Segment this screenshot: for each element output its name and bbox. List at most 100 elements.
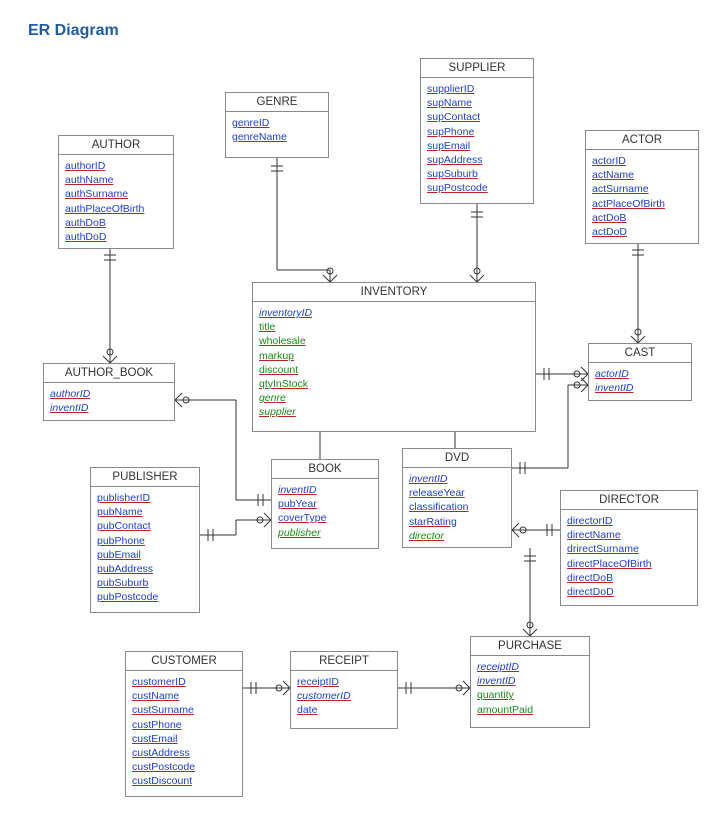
attr-author_book-1: inventID: [50, 401, 168, 415]
entity-title-actor: ACTOR: [586, 131, 698, 150]
attr-supplier-2: supContact: [427, 110, 527, 124]
entity-body-author: authorIDauthNameauthSurnameauthPlaceOfBi…: [59, 155, 173, 248]
attr-supplier-4: supEmail: [427, 139, 527, 153]
attr-purchase-2: quantity: [477, 688, 583, 702]
entity-body-supplier: supplierIDsupNamesupContactsupPhonesupEm…: [421, 78, 533, 199]
entity-body-director: directorIDdirectNamedrirectSurnamedirect…: [561, 510, 697, 603]
attr-genre-0: genreID: [232, 116, 322, 130]
attr-customer-0: customerID: [132, 675, 236, 689]
attr-actor-4: actDoB: [592, 211, 692, 225]
entity-author: AUTHORauthorIDauthNameauthSurnameauthPla…: [58, 135, 174, 249]
entity-body-actor: actorIDactNameactSurnameactPlaceOfBirtha…: [586, 150, 698, 243]
attr-purchase-1: inventID: [477, 674, 583, 688]
entity-publisher: PUBLISHERpublisherIDpubNamepubContactpub…: [90, 467, 200, 613]
attr-author_book-0: authorID: [50, 387, 168, 401]
attr-customer-7: custDiscount: [132, 774, 236, 788]
entity-title-supplier: SUPPLIER: [421, 59, 533, 78]
entity-actor: ACTORactorIDactNameactSurnameactPlaceOfB…: [585, 130, 699, 244]
entity-body-author_book: authorIDinventID: [44, 383, 174, 419]
entity-receipt: RECEIPTreceiptIDcustomerIDdate: [290, 651, 398, 729]
attr-author-5: authDoD: [65, 230, 167, 244]
entity-body-publisher: publisherIDpubNamepubContactpubPhonepubE…: [91, 487, 199, 608]
attr-supplier-5: supAddress: [427, 153, 527, 167]
attr-customer-3: custPhone: [132, 718, 236, 732]
attr-genre-1: genreName: [232, 130, 322, 144]
attr-customer-5: custAddress: [132, 746, 236, 760]
entity-title-receipt: RECEIPT: [291, 652, 397, 671]
attr-book-1: pubYear: [278, 497, 372, 511]
attr-author-0: authorID: [65, 159, 167, 173]
entity-inventory: INVENTORYinventoryIDtitlewholesalemarkup…: [252, 282, 536, 432]
entity-body-customer: customerIDcustNamecustSurnamecustPhonecu…: [126, 671, 242, 792]
attr-customer-4: custEmail: [132, 732, 236, 746]
attr-cast-0: actorID: [595, 367, 685, 381]
entity-book: BOOKinventIDpubYearcoverTypepublisher: [271, 459, 379, 549]
entity-supplier: SUPPLIERsupplierIDsupNamesupContactsupPh…: [420, 58, 534, 204]
entity-body-genre: genreIDgenreName: [226, 112, 328, 148]
attr-inventory-7: supplier: [259, 405, 529, 419]
attr-book-3: publisher: [278, 526, 372, 540]
entity-body-book: inventIDpubYearcoverTypepublisher: [272, 479, 378, 544]
attr-inventory-0: inventoryID: [259, 306, 529, 320]
attr-supplier-0: supplierID: [427, 82, 527, 96]
entity-dvd: DVD inventIDreleaseYearclassificationstar…: [402, 448, 512, 548]
entity-title-author_book: AUTHOR_BOOK: [44, 364, 174, 383]
entity-purchase: PURCHASEreceiptIDinventIDquantityamountP…: [470, 636, 590, 728]
entity-title-publisher: PUBLISHER: [91, 468, 199, 487]
entity-title-cast: CAST: [589, 344, 691, 363]
attr-director-2: drirectSurname: [567, 542, 691, 556]
entity-title-customer: CUSTOMER: [126, 652, 242, 671]
entity-title-director: DIRECTOR: [561, 491, 697, 510]
attr-customer-1: custName: [132, 689, 236, 703]
attr-director-3: directPlaceOfBirth: [567, 557, 691, 571]
attr-author-3: authPlaceOfBirth: [65, 202, 167, 216]
entity-director: DIRECTORdirectorIDdirectNamedrirectSurna…: [560, 490, 698, 606]
attr-book-0: inventID: [278, 483, 372, 497]
attr-author-2: authSurname: [65, 187, 167, 201]
attr-dvd-1: releaseYear: [409, 486, 505, 500]
attr-actor-0: actorID: [592, 154, 692, 168]
attr-inventory-6: genre: [259, 391, 529, 405]
attr-dvd-4: director: [409, 529, 505, 543]
entity-body-receipt: receiptIDcustomerIDdate: [291, 671, 397, 722]
entity-cast: CASTactorIDinventID: [588, 343, 692, 401]
attr-purchase-0: receiptID: [477, 660, 583, 674]
entity-title-genre: GENRE: [226, 93, 328, 112]
page-title: ER Diagram: [28, 22, 119, 40]
attr-cast-1: inventID: [595, 381, 685, 395]
attr-director-0: directorID: [567, 514, 691, 528]
attr-dvd-2: classification: [409, 500, 505, 514]
attr-customer-2: custSurname: [132, 703, 236, 717]
attr-customer-6: custPostcode: [132, 760, 236, 774]
entity-title-book: BOOK: [272, 460, 378, 479]
attr-receipt-2: date: [297, 703, 391, 717]
attr-director-4: directDoB: [567, 571, 691, 585]
attr-director-5: directDoD: [567, 585, 691, 599]
attr-dvd-0: inventID: [409, 472, 505, 486]
attr-dvd-3: starRating: [409, 515, 505, 529]
attr-actor-2: actSurname: [592, 182, 692, 196]
attr-receipt-1: customerID: [297, 689, 391, 703]
entity-body-inventory: inventoryIDtitlewholesalemarkupdiscountq…: [253, 302, 535, 423]
attr-publisher-1: pubName: [97, 505, 193, 519]
attr-purchase-3: amountPaid: [477, 703, 583, 717]
attr-author-1: authName: [65, 173, 167, 187]
entity-title-inventory: INVENTORY: [253, 283, 535, 302]
entity-author_book: AUTHOR_BOOKauthorIDinventID: [43, 363, 175, 421]
attr-receipt-0: receiptID: [297, 675, 391, 689]
attr-inventory-1: title: [259, 320, 529, 334]
attr-publisher-6: pubSuburb: [97, 576, 193, 590]
attr-publisher-5: pubAddress: [97, 562, 193, 576]
entity-body-purchase: receiptIDinventIDquantityamountPaid: [471, 656, 589, 721]
attr-publisher-3: pubPhone: [97, 534, 193, 548]
entity-body-cast: actorIDinventID: [589, 363, 691, 399]
attr-author-4: authDoB: [65, 216, 167, 230]
attr-actor-5: actDoD: [592, 225, 692, 239]
attr-supplier-6: supSuburb: [427, 167, 527, 181]
entity-customer: CUSTOMERcustomerIDcustNamecustSurnamecus…: [125, 651, 243, 797]
entity-title-dvd: DVD: [403, 449, 511, 468]
entity-genre: GENREgenreIDgenreName: [225, 92, 329, 158]
attr-inventory-5: qtyInStock: [259, 377, 529, 391]
entity-title-author: AUTHOR: [59, 136, 173, 155]
attr-publisher-0: publisherID: [97, 491, 193, 505]
